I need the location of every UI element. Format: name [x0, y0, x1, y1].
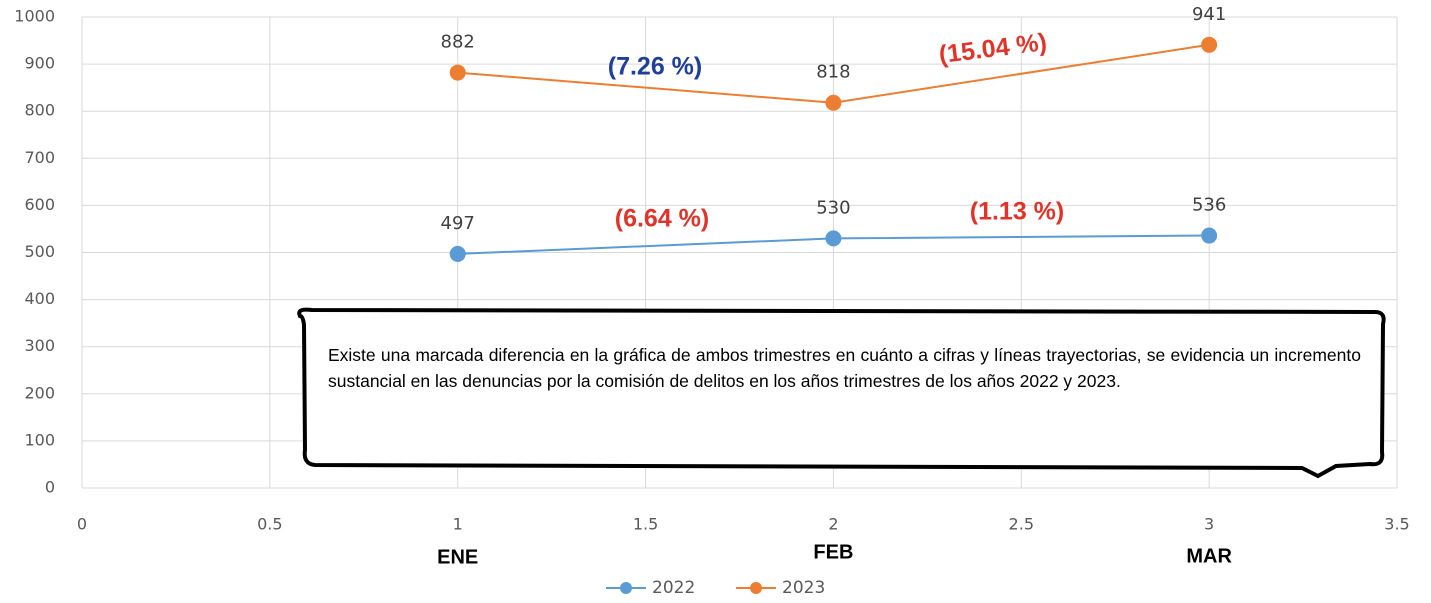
x-tick-label: 3.5: [1384, 515, 1409, 534]
y-tick-label: 900: [24, 54, 55, 73]
y-tick-label: 200: [24, 383, 55, 402]
y-tick-label: 800: [24, 101, 55, 120]
legend-marker: [750, 582, 762, 594]
legend-label: 2023: [782, 578, 825, 598]
callout-box: [297, 307, 1386, 479]
y-tick-label: 700: [24, 148, 55, 167]
y-tick-label: 0: [45, 478, 55, 497]
category-label: ENE: [437, 546, 478, 568]
legend-marker: [620, 582, 632, 594]
x-tick-label: 2.5: [1009, 515, 1034, 534]
data-label: 941: [1192, 4, 1226, 25]
x-tick-label: 0.5: [257, 515, 282, 534]
y-tick-label: 600: [24, 195, 55, 214]
data-point: [1201, 227, 1218, 244]
data-point: [825, 230, 842, 247]
callout-text: Existe una marcada diferencia en la gráf…: [328, 345, 1361, 391]
data-point: [449, 64, 466, 81]
x-tick-label: 1.5: [633, 515, 658, 534]
data-label: 530: [816, 197, 850, 218]
x-tick-label: 3: [1204, 515, 1214, 534]
data-label: 497: [441, 213, 475, 234]
annotation: (6.64 %): [615, 205, 709, 233]
y-tick-label: 400: [24, 289, 55, 308]
annotation: (15.04 %): [937, 28, 1048, 69]
annotation: (7.26 %): [608, 53, 702, 81]
data-label: 882: [441, 32, 475, 53]
y-tick-label: 100: [24, 430, 55, 449]
data-point: [1201, 36, 1218, 53]
x-tick-label: 0: [77, 515, 87, 534]
y-tick-label: 500: [24, 242, 55, 261]
legend-label: 2022: [652, 578, 695, 598]
annotation: (1.13 %): [970, 198, 1064, 226]
data-label: 536: [1192, 195, 1226, 216]
data-point: [825, 94, 842, 111]
category-label: MAR: [1186, 545, 1232, 567]
x-tick-label: 2: [828, 515, 838, 534]
y-tick-label: 1000: [14, 7, 55, 26]
category-label: FEB: [813, 541, 853, 563]
data-point: [449, 245, 466, 262]
data-label: 818: [816, 62, 850, 83]
x-tick-label: 1: [453, 515, 463, 534]
y-tick-label: 300: [24, 336, 55, 355]
